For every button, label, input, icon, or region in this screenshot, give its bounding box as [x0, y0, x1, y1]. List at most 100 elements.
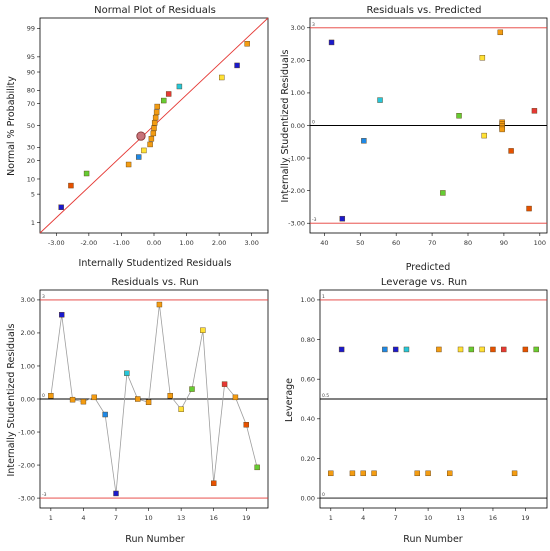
data-point — [392, 346, 399, 353]
x-tick-label: 100 — [534, 239, 546, 247]
data-point — [479, 346, 485, 353]
normal-plot-ylabel: Normal % Probability — [6, 76, 17, 176]
y-tick-label: 1.00 — [291, 89, 305, 97]
data-point — [481, 132, 487, 139]
x-tick-label: 13 — [456, 514, 464, 522]
data-point — [124, 370, 130, 376]
data-point — [479, 55, 486, 61]
ref-line-label: 0.5 — [322, 393, 329, 399]
x-tick-label: 1 — [49, 514, 53, 522]
data-point — [83, 170, 90, 177]
ref-line-label: -3 — [42, 492, 47, 498]
data-point — [161, 97, 167, 104]
data-point — [526, 205, 532, 212]
resid-vs-run-panel: Residuals vs. Run 1 4 7 10 13 16 19 -3.00 -2.00 -… — [6, 277, 269, 545]
x-tick-label: 70 — [428, 239, 436, 247]
data-point — [361, 138, 367, 144]
x-tick-label: 10 — [424, 514, 432, 522]
data-point — [68, 182, 74, 189]
data-point — [150, 130, 157, 137]
data-point — [189, 386, 195, 392]
leverage-points — [328, 346, 539, 477]
resid-vs-run-ylabel: Internally Studentized Residuals — [6, 324, 17, 477]
ref-line-label: -3 — [312, 217, 317, 223]
data-point — [151, 120, 158, 126]
data-point — [58, 204, 64, 210]
data-point — [339, 215, 346, 222]
resid-vs-run-ticks: 1 4 7 10 13 16 19 -3.00 -2.00 -1.00 0.00 1.00 2.00 3.… — [18, 296, 250, 522]
data-point — [48, 392, 54, 399]
data-point — [135, 154, 142, 160]
y-tick-label: 0.00 — [291, 122, 305, 130]
resid-vs-pred-title: Residuals vs. Predicted — [366, 5, 481, 16]
resid-vs-pred-ylabel: Internally Studentized Residuals — [280, 50, 291, 203]
y-tick-label: 20 — [27, 157, 35, 165]
data-point — [80, 398, 87, 405]
x-tick-label: 50 — [356, 239, 364, 247]
x-tick-label: 13 — [177, 514, 185, 522]
data-point — [69, 396, 76, 403]
x-tick-label: 4 — [361, 514, 365, 522]
x-tick-label: 19 — [521, 514, 529, 522]
y-tick-label: 10 — [27, 175, 35, 183]
data-point — [531, 108, 538, 114]
data-point — [501, 346, 507, 353]
data-point — [497, 29, 504, 36]
y-tick-label: 0.60 — [301, 375, 315, 383]
y-tick-label: 3.00 — [21, 296, 35, 304]
data-point — [232, 394, 239, 401]
data-point — [102, 411, 108, 418]
y-tick-label: 2.00 — [291, 57, 305, 65]
x-tick-label: 1 — [329, 514, 333, 522]
y-tick-label: 1 — [31, 219, 35, 227]
data-point — [456, 113, 462, 119]
zero-line-label: 0 — [42, 393, 45, 399]
data-point — [254, 464, 260, 471]
data-point — [153, 109, 160, 115]
data-point — [156, 301, 163, 308]
y-tick-label: 80 — [27, 87, 35, 95]
data-point — [447, 470, 453, 477]
normal-plot-points — [58, 41, 250, 210]
leverage-title: Leverage vs. Run — [381, 277, 467, 288]
x-tick-label: 4 — [81, 514, 85, 522]
data-point — [152, 114, 159, 121]
leverage-panel: Leverage vs. Run 1 4 7 10 13 16 190.000.200.40… — [284, 277, 548, 545]
data-point — [440, 190, 446, 196]
data-point — [200, 327, 206, 333]
x-tick-label: 60 — [392, 239, 400, 247]
data-point — [165, 91, 172, 97]
data-point — [91, 394, 97, 401]
data-point — [178, 406, 184, 412]
highlight-point — [136, 131, 146, 141]
y-tick-label: 1.00 — [21, 362, 35, 370]
data-point — [468, 346, 475, 353]
x-tick-label: 40 — [320, 239, 328, 247]
data-point — [382, 346, 388, 353]
normal-plot-ticks: -3.00 -2.00 -1.00 0.00 1.00 2.00 3.00 1 5 10 20 30 5… — [27, 25, 259, 247]
data-point — [211, 480, 217, 486]
resid-vs-pred-ticks: 40 50 60 70 80 90 100 -3.00 -2.00 -1.00 0.00 1.00 2.… — [288, 24, 546, 247]
data-point — [145, 399, 152, 406]
y-tick-label: 50 — [27, 122, 35, 130]
ref-line-label: 0 — [322, 492, 325, 498]
y-tick-label: -2.00 — [18, 461, 35, 469]
leverage-ticks: 1 4 7 10 13 16 190.000.200.400.600.801.00 — [301, 296, 530, 522]
data-point — [511, 470, 518, 477]
resid-vs-run-ref-lines: 0 3 -3 — [40, 294, 268, 499]
ref-line-label: 3 — [42, 294, 45, 300]
data-point — [403, 346, 410, 353]
x-tick-label: 0.00 — [147, 239, 161, 247]
y-tick-label: -3.00 — [18, 494, 35, 502]
data-point — [219, 74, 225, 81]
x-tick-label: 3.00 — [244, 239, 258, 247]
y-tick-label: 0.20 — [301, 455, 315, 463]
x-tick-label: 7 — [394, 514, 398, 522]
x-tick-label: -1.00 — [113, 239, 130, 247]
data-point — [59, 312, 65, 318]
data-point — [176, 83, 183, 90]
data-point — [377, 97, 383, 103]
data-point — [141, 147, 147, 154]
